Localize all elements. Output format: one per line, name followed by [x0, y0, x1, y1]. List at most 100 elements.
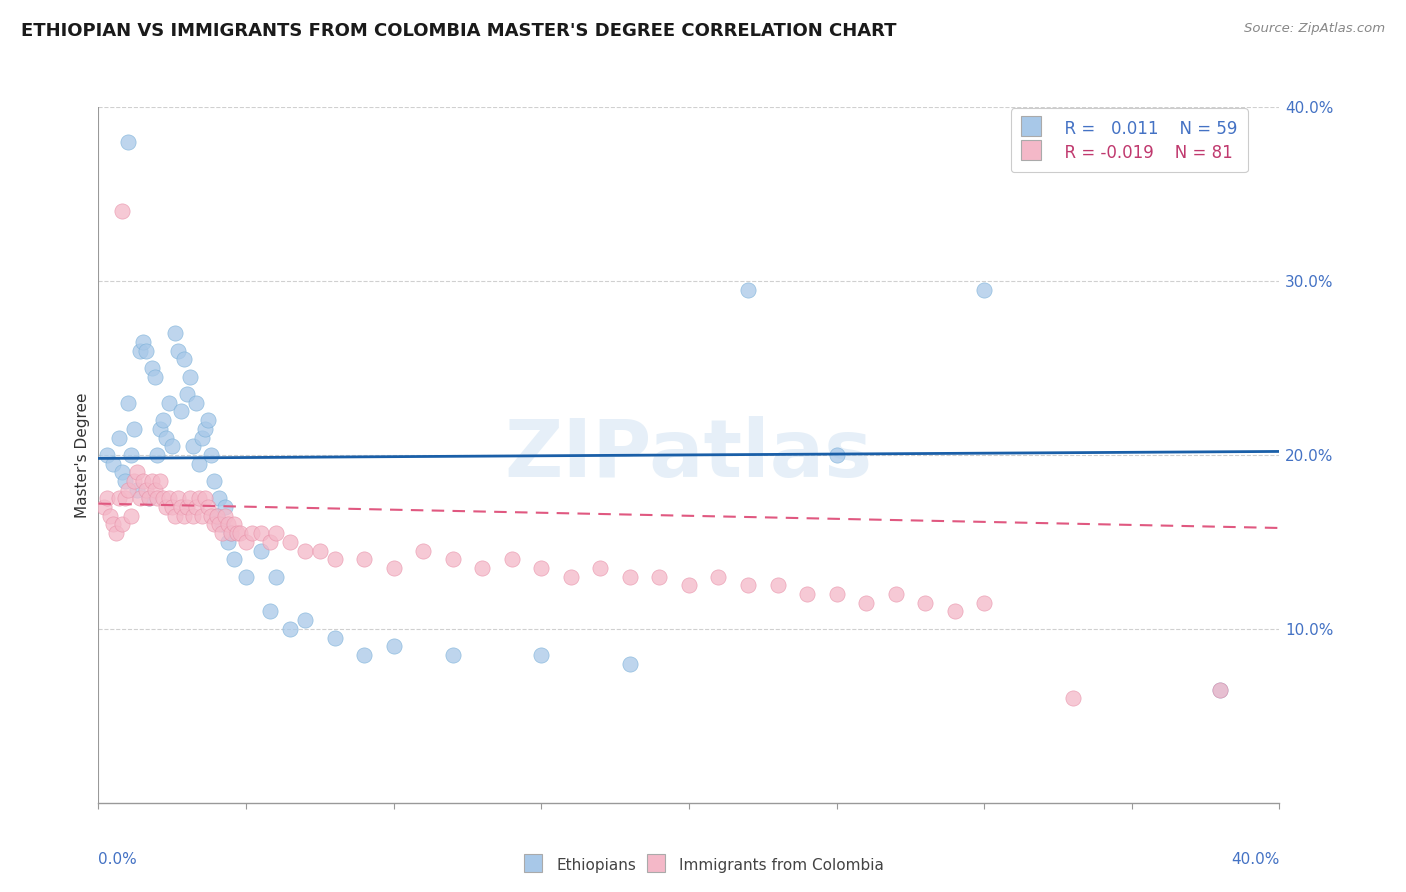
Point — [170, 404, 193, 418]
Point — [501, 552, 523, 566]
Point — [884, 587, 907, 601]
Point — [737, 283, 759, 297]
Point — [914, 596, 936, 610]
Point — [619, 570, 641, 584]
Point — [226, 526, 249, 541]
Point — [111, 517, 134, 532]
Point — [264, 570, 287, 584]
Point — [181, 508, 204, 523]
Point — [162, 500, 183, 514]
Point — [278, 622, 302, 636]
Point — [96, 448, 118, 462]
Point — [619, 657, 641, 671]
Point — [111, 204, 134, 219]
Point — [766, 578, 789, 592]
Point — [200, 508, 222, 523]
Text: ZIPatlas: ZIPatlas — [505, 416, 873, 494]
Legend:   R =   0.011    N = 59,   R = -0.019    N = 81: R = 0.011 N = 59, R = -0.019 N = 81 — [1011, 109, 1247, 172]
Point — [165, 508, 187, 523]
Point — [353, 552, 375, 566]
Text: ETHIOPIAN VS IMMIGRANTS FROM COLOMBIA MASTER'S DEGREE CORRELATION CHART: ETHIOPIAN VS IMMIGRANTS FROM COLOMBIA MA… — [21, 22, 897, 40]
Point — [471, 561, 494, 575]
Point — [191, 508, 214, 523]
Point — [98, 508, 121, 523]
Point — [240, 526, 263, 541]
Point — [309, 543, 332, 558]
Point — [205, 508, 228, 523]
Point — [560, 570, 582, 584]
Point — [170, 500, 193, 514]
Point — [191, 431, 214, 445]
Point — [855, 596, 877, 610]
Point — [135, 343, 157, 358]
Point — [224, 552, 246, 566]
Point — [184, 396, 207, 410]
Point — [128, 343, 150, 358]
Point — [202, 517, 225, 532]
Point — [141, 474, 163, 488]
Point — [120, 448, 142, 462]
Point — [219, 526, 242, 541]
Point — [132, 334, 155, 349]
Point — [441, 552, 464, 566]
Point — [173, 352, 195, 367]
Point — [149, 422, 172, 436]
Point — [157, 396, 180, 410]
Point — [176, 387, 198, 401]
Point — [208, 491, 231, 506]
Point — [197, 413, 219, 427]
Point — [648, 570, 671, 584]
Point — [155, 431, 177, 445]
Point — [214, 500, 236, 514]
Point — [167, 343, 190, 358]
Point — [200, 448, 222, 462]
Point — [707, 570, 730, 584]
Point — [114, 474, 136, 488]
Point — [128, 491, 150, 506]
Point — [141, 360, 163, 375]
Point — [259, 534, 281, 549]
Text: 0.0%: 0.0% — [98, 852, 138, 866]
Legend: Ethiopians, Immigrants from Colombia: Ethiopians, Immigrants from Colombia — [516, 850, 890, 880]
Point — [441, 648, 464, 662]
Point — [143, 369, 166, 384]
Point — [382, 561, 405, 575]
Point — [294, 543, 316, 558]
Point — [229, 526, 252, 541]
Point — [202, 474, 225, 488]
Point — [108, 431, 131, 445]
Point — [1062, 691, 1084, 706]
Point — [120, 508, 142, 523]
Point — [382, 639, 405, 653]
Point — [152, 413, 174, 427]
Point — [96, 491, 118, 506]
Point — [181, 439, 204, 453]
Point — [155, 500, 177, 514]
Point — [219, 526, 242, 541]
Point — [184, 500, 207, 514]
Point — [176, 500, 198, 514]
Point — [323, 552, 346, 566]
Point — [211, 526, 233, 541]
Point — [152, 491, 174, 506]
Point — [146, 491, 169, 506]
Point — [235, 534, 257, 549]
Point — [943, 605, 966, 619]
Point — [737, 578, 759, 592]
Point — [117, 135, 139, 149]
Point — [678, 578, 700, 592]
Point — [973, 283, 995, 297]
Point — [132, 474, 155, 488]
Point — [167, 491, 190, 506]
Point — [103, 457, 125, 471]
Point — [217, 534, 239, 549]
Point — [187, 457, 209, 471]
Point — [122, 422, 145, 436]
Point — [125, 483, 148, 497]
Point — [796, 587, 818, 601]
Point — [589, 561, 612, 575]
Point — [138, 491, 160, 506]
Point — [294, 613, 316, 627]
Point — [122, 474, 145, 488]
Point — [323, 631, 346, 645]
